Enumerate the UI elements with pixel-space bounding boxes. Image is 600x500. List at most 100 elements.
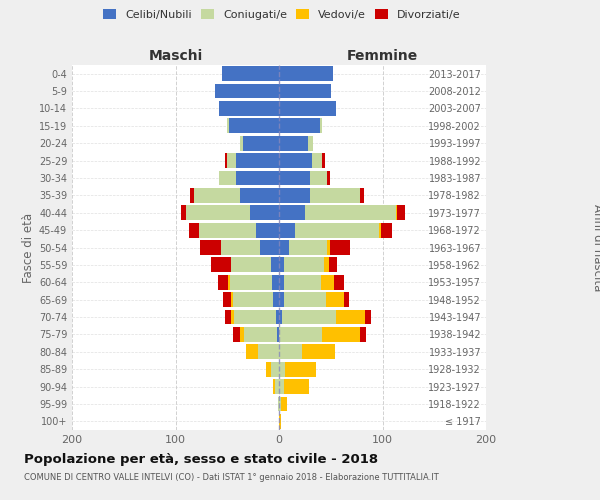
Bar [279,240,289,255]
Bar [322,327,360,342]
Bar [281,396,287,411]
Bar [271,258,279,272]
Bar [225,153,227,168]
Bar [279,66,333,81]
Bar [329,258,337,272]
Bar [239,136,243,150]
Bar [284,379,309,394]
Bar [279,206,305,220]
Text: Anni di nascita: Anni di nascita [590,204,600,291]
Bar [279,118,320,133]
Bar [279,414,281,428]
Bar [260,240,279,255]
Bar [233,292,273,307]
Bar [229,118,279,133]
Bar [279,170,310,186]
Bar [279,310,282,324]
Bar [344,292,349,307]
Bar [219,170,236,186]
Bar [279,258,284,272]
Bar [228,275,230,289]
Bar [235,310,276,324]
Bar [302,344,335,359]
Bar [272,275,279,289]
Bar [322,275,334,289]
Bar [239,188,279,202]
Bar [279,292,284,307]
Bar [271,362,279,376]
Bar [222,66,279,81]
Bar [223,292,232,307]
Bar [360,327,366,342]
Bar [190,188,194,202]
Bar [279,396,281,411]
Bar [379,222,382,238]
Bar [215,84,279,98]
Bar [326,292,344,307]
Bar [236,170,279,186]
Y-axis label: Fasce di età: Fasce di età [22,212,35,282]
Bar [256,222,279,238]
Bar [232,310,235,324]
Bar [230,275,272,289]
Bar [246,344,259,359]
Bar [282,310,336,324]
Bar [326,170,330,186]
Bar [243,136,279,150]
Bar [279,275,284,289]
Bar [181,206,186,220]
Bar [336,310,365,324]
Bar [284,258,323,272]
Bar [289,240,326,255]
Bar [250,206,279,220]
Legend: Celibi/Nubili, Coniugati/e, Vedovi/e, Divorziati/e: Celibi/Nubili, Coniugati/e, Vedovi/e, Di… [100,6,464,23]
Text: Femmine: Femmine [347,48,418,62]
Bar [330,240,350,255]
Bar [244,327,277,342]
Bar [284,275,322,289]
Bar [326,240,330,255]
Text: Maschi: Maschi [148,48,203,62]
Bar [312,153,322,168]
Bar [334,275,344,289]
Bar [279,188,310,202]
Bar [279,101,336,116]
Bar [232,258,271,272]
Bar [200,240,221,255]
Bar [236,153,279,168]
Bar [232,292,233,307]
Bar [277,327,279,342]
Bar [279,222,295,238]
Bar [186,206,250,220]
Bar [279,362,285,376]
Bar [266,362,271,376]
Bar [233,327,239,342]
Bar [279,327,322,342]
Bar [308,136,313,150]
Bar [225,310,232,324]
Text: COMUNE DI CENTRO VALLE INTELVI (CO) - Dati ISTAT 1° gennaio 2018 - Elaborazione : COMUNE DI CENTRO VALLE INTELVI (CO) - Da… [24,472,439,482]
Bar [323,258,329,272]
Bar [310,170,326,186]
Bar [397,206,405,220]
Bar [194,188,239,202]
Bar [396,206,397,220]
Bar [310,188,360,202]
Bar [279,153,312,168]
Bar [239,327,244,342]
Bar [211,258,232,272]
Bar [259,344,279,359]
Bar [285,362,316,376]
Bar [219,101,279,116]
Bar [284,292,326,307]
Bar [279,344,302,359]
Bar [295,222,379,238]
Bar [227,153,236,168]
Bar [189,222,199,238]
Text: Popolazione per età, sesso e stato civile - 2018: Popolazione per età, sesso e stato civil… [24,452,378,466]
Bar [227,118,229,133]
Bar [278,396,279,411]
Bar [365,310,371,324]
Bar [305,206,396,220]
Bar [279,84,331,98]
